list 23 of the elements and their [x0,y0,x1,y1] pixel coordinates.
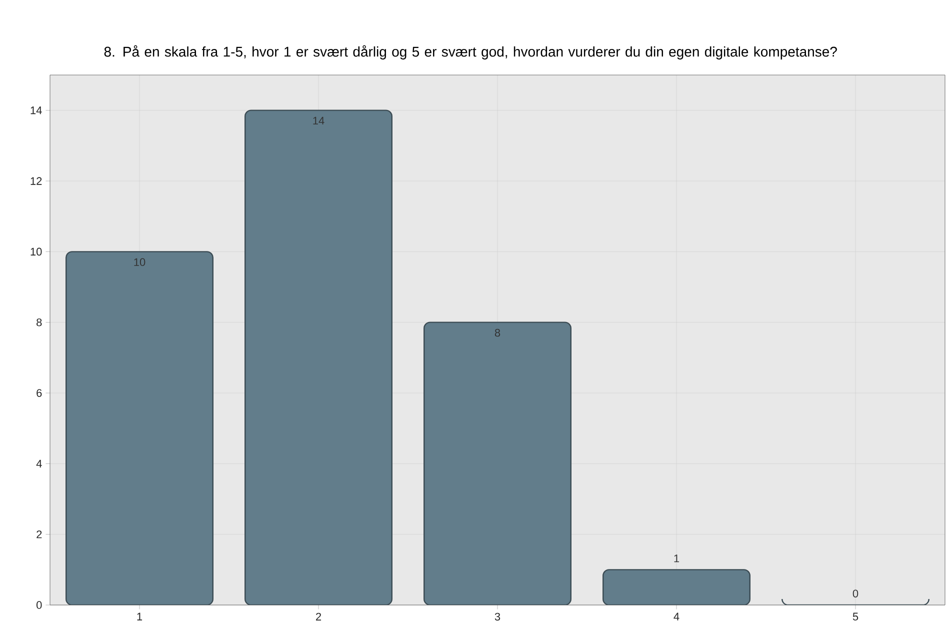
y-tick-label: 8 [36,318,42,326]
y-tick-label: 12 [30,177,42,185]
x-tick-label: 4 [674,612,680,620]
bar [66,251,214,605]
bar [602,569,750,605]
y-tick-label: 0 [36,601,42,609]
data-label: 14 [313,116,324,124]
y-tick-label: 2 [36,530,42,538]
data-label: 8 [494,328,500,337]
x-tick-label: 2 [316,612,322,620]
y-tick-label: 4 [36,460,42,468]
x-tick-label: 1 [137,612,142,620]
bar [244,110,392,605]
x-tick-label: 5 [852,612,858,620]
chart-title: 8. På en skala fra 1-5, hvor 1 er svært dårlig og 5 er svært god, hvordan vurderer du din egen digitale kompetanse? [104,45,837,60]
data-label: 1 [674,554,680,562]
x-tick-label: 3 [494,612,500,621]
bar [424,322,572,605]
data-label: 10 [134,258,146,266]
data-label: 0 [852,590,858,598]
y-tick-label: 14 [30,106,42,114]
y-tick-label: 6 [36,389,42,397]
y-tick-label: 10 [30,248,42,256]
